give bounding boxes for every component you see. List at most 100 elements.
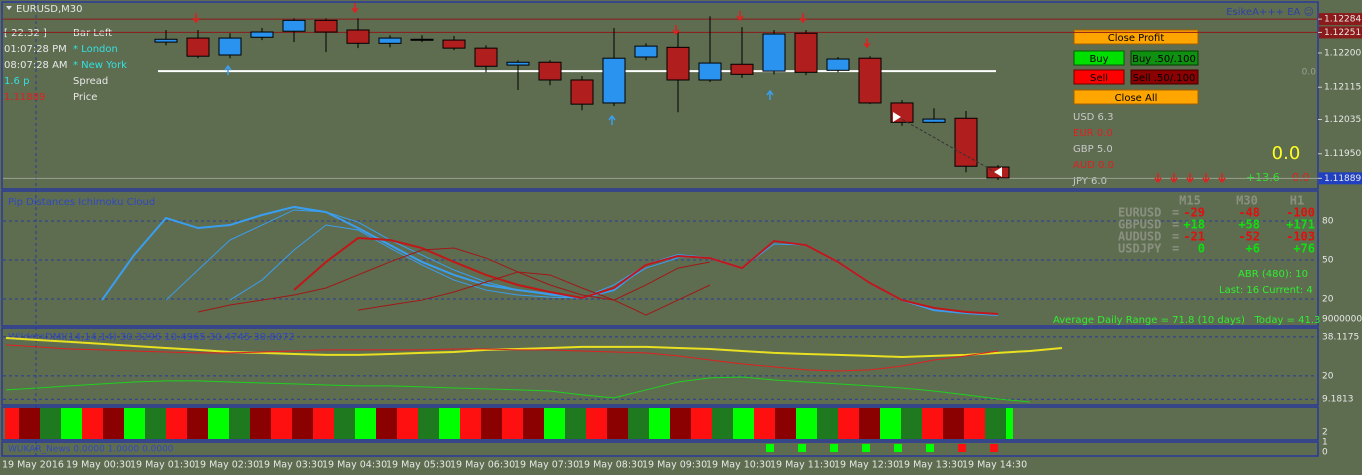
- histogram-bar: [901, 408, 908, 439]
- histogram-bar: [460, 408, 467, 439]
- button-label[interactable]: Buy .50/.100: [1132, 54, 1196, 65]
- x-tick-label: 19 May 12:30: [834, 460, 899, 471]
- x-tick-label: 19 May 10:30: [706, 460, 771, 471]
- series-line: [5, 376, 1031, 403]
- abr: ABR (480): 10: [1238, 269, 1308, 280]
- histogram-bar: [838, 408, 845, 439]
- histogram-bar: [5, 408, 19, 439]
- last: Last: 16 Current: 4: [1219, 285, 1313, 296]
- histogram-bar: [544, 408, 551, 439]
- series-line: [5, 344, 999, 372]
- histogram-bar: [929, 408, 943, 439]
- histogram-bar: [565, 408, 572, 439]
- strength: AUD 0.0: [1073, 160, 1114, 171]
- symbol-triangle: [6, 6, 12, 10]
- candle-body: [282, 19, 306, 32]
- strength: JPY 6.0: [1072, 176, 1107, 187]
- histogram-bar: [355, 408, 362, 439]
- strength-arrow: [1170, 173, 1178, 184]
- sell-partial-button[interactable]: [1130, 69, 1199, 85]
- button-label[interactable]: Buy: [1089, 54, 1108, 65]
- histogram-bar: [481, 408, 488, 439]
- pip-table: M15 M30 H1 ABR (480): 10 Last: 16 Curren…: [1053, 194, 1320, 327]
- currency-strength: USD 6.3 EUR 0.0 GBP 5.0 AUD 0.0 JPY 6.0 …: [1072, 68, 1316, 188]
- histogram-bar: [845, 408, 859, 439]
- candle-body: [954, 117, 978, 167]
- histogram-bar: [145, 408, 152, 439]
- pip-sep: =: [1172, 218, 1179, 232]
- y-tick-label: 50: [1322, 256, 1334, 266]
- x-tick-label: 19 May 00:30: [66, 460, 131, 471]
- histogram-bar: [733, 408, 740, 439]
- button-label[interactable]: Sell: [1090, 73, 1108, 84]
- total-minus: 0.0: [1292, 171, 1310, 184]
- histogram-bar: [992, 408, 1006, 439]
- candle-body: [922, 118, 946, 123]
- histogram-bar: [173, 408, 187, 439]
- close-profit-button[interactable]: [1073, 29, 1199, 45]
- candle-body: [762, 33, 786, 72]
- pip-pair: GBPUSD: [1118, 218, 1161, 232]
- histogram-bar: [425, 408, 439, 439]
- pip-value: 0: [1198, 242, 1205, 256]
- histogram-bar: [950, 408, 964, 439]
- histogram-bar: [943, 408, 950, 439]
- histogram-bar: [103, 408, 110, 439]
- news-marker: [990, 444, 998, 452]
- pip-sep: =: [1172, 206, 1179, 220]
- y-tick-label: 1.12200: [1324, 48, 1361, 58]
- pip-value: -29: [1183, 206, 1205, 220]
- buy-partial-button[interactable]: [1130, 50, 1199, 66]
- y-tick-label: 1.12284: [1324, 15, 1361, 25]
- histogram-bar: [110, 408, 124, 439]
- histogram-bar: [208, 408, 215, 439]
- button-label[interactable]: Close Profit: [1108, 33, 1165, 44]
- pip-value: +18: [1183, 218, 1205, 232]
- x-tick-label: 19 May 07:30: [514, 460, 579, 471]
- buy-arrow: [224, 64, 232, 75]
- news-marker: [894, 444, 902, 452]
- histogram-bar: [740, 408, 754, 439]
- sell-arrow: [736, 11, 744, 22]
- histogram-bar: [187, 408, 194, 439]
- symbol: EURUSD,M30: [16, 4, 82, 15]
- histogram-bar: [523, 408, 530, 439]
- histogram-bar: [572, 408, 586, 439]
- candle-body: [250, 31, 274, 38]
- button-label[interactable]: Close All: [1115, 93, 1158, 104]
- histogram-bar: [446, 408, 460, 439]
- ichimoku-panel: [1, 190, 1319, 327]
- strength-arrow: [1186, 173, 1194, 184]
- news-tick: 1: [1322, 438, 1328, 448]
- histogram-bar: [383, 408, 397, 439]
- close-all-button[interactable]: [1073, 89, 1199, 105]
- x-tick-label: 19 May 2016: [2, 460, 64, 471]
- sell-arrow: [192, 13, 200, 24]
- adr: Average Daily Range = 71.8 (10 days) Tod…: [1053, 315, 1320, 326]
- histogram-bar: [299, 408, 313, 439]
- series-line: [197, 247, 711, 313]
- panel-title: Pip Distances Ichimoku Cloud: [8, 197, 155, 208]
- candle-body: [410, 38, 434, 41]
- buy-button[interactable]: [1073, 50, 1125, 66]
- candle-body: [634, 45, 658, 58]
- candle-body: [666, 46, 690, 81]
- histogram-bar: [782, 408, 796, 439]
- histogram-bar: [817, 408, 824, 439]
- info-label: Price: [73, 92, 97, 103]
- info-label: Spread: [73, 76, 108, 87]
- panel-title: WUKAR_News 0.0000 1.0000 0.0000: [8, 445, 174, 455]
- strength: USD 6.3: [1073, 112, 1113, 123]
- candle-body: [730, 63, 754, 75]
- button-label[interactable]: Sell .50/.100: [1133, 73, 1196, 84]
- x-tick-label: 19 May 03:30: [258, 460, 323, 471]
- series-line: [5, 337, 1063, 358]
- candle-body: [218, 37, 242, 56]
- y-tick-label: 1.11950: [1324, 149, 1361, 159]
- histogram-bar: [362, 408, 376, 439]
- pip-sep: =: [1172, 230, 1179, 244]
- price-label-box: [1319, 172, 1362, 185]
- news-marker: [798, 444, 806, 452]
- sell-button[interactable]: [1073, 69, 1125, 85]
